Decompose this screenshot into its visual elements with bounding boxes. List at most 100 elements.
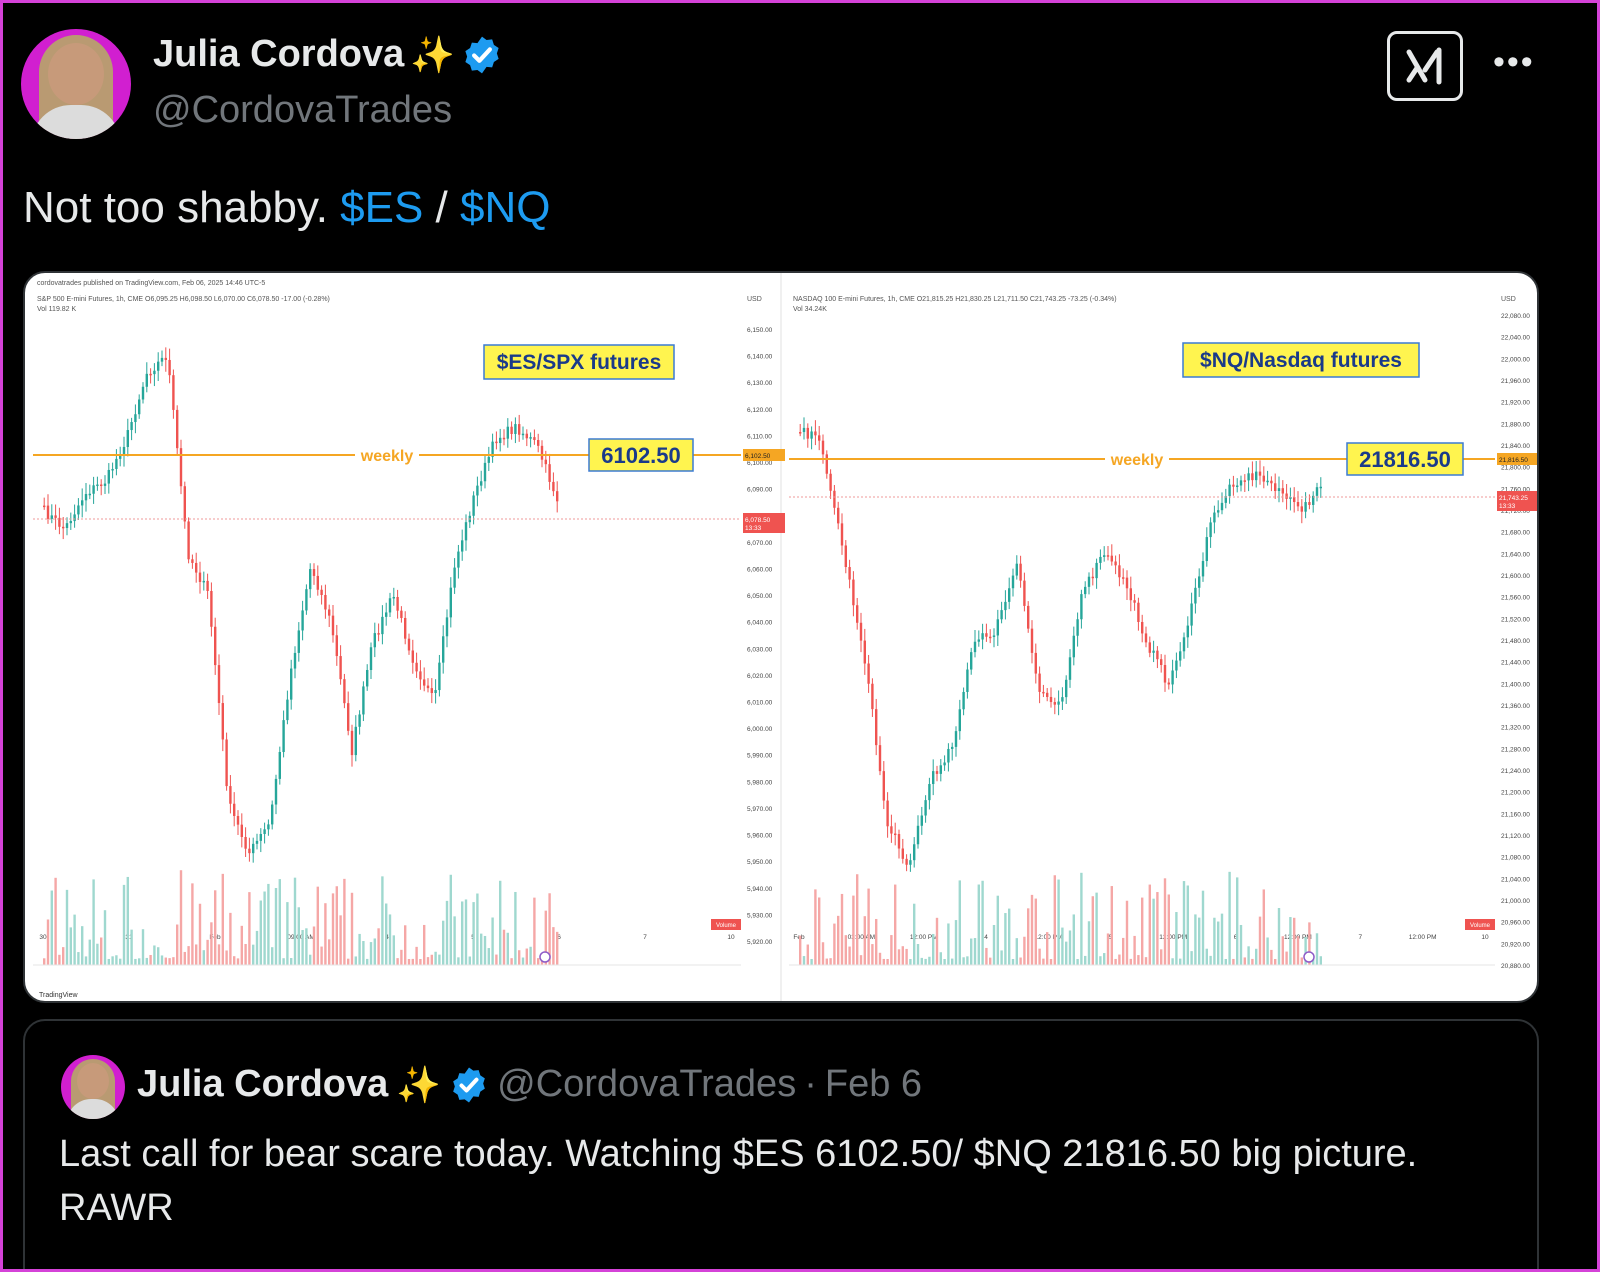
author-handle[interactable]: @CordovaTrades [153, 89, 453, 131]
nq-candle [932, 771, 935, 785]
nq-candle [1251, 473, 1254, 481]
es-volume-bar [373, 938, 376, 965]
avatar[interactable] [21, 29, 131, 139]
nq-volume-bar [1004, 913, 1007, 965]
nq-candle [1095, 562, 1098, 579]
author-name[interactable]: Julia Cordova ✨ [153, 33, 503, 76]
nq-volume-bar [1114, 958, 1117, 965]
es-event-marker-icon [539, 951, 551, 963]
nq-volume-bar [1289, 917, 1292, 965]
es-candle [96, 484, 99, 487]
sparkle-emoji: ✨ [410, 33, 456, 75]
nq-y-tick: 21,080.00 [1501, 855, 1530, 862]
es-candle [491, 441, 494, 457]
es-candle [164, 357, 167, 360]
nq-volume-bar [1084, 955, 1087, 965]
cashtag-nq[interactable]: $NQ [460, 183, 551, 232]
nq-volume-bar [1106, 933, 1110, 965]
nq-candle [973, 641, 977, 653]
nq-candle [1182, 637, 1186, 652]
nq-candle [1315, 487, 1319, 496]
nq-volume-tag-bg [1465, 919, 1495, 930]
es-volume-bar [495, 954, 498, 965]
es-y-tick: 6,030.00 [747, 646, 773, 653]
es-candle [168, 359, 171, 376]
nq-volume-bar [954, 920, 958, 965]
nq-volume-bar [1175, 912, 1178, 965]
es-candle [225, 739, 228, 787]
nq-symbol-line: NASDAQ 100 E-mini Futures, 1h, CME O21,8… [793, 296, 1117, 303]
es-candle [286, 699, 289, 721]
es-volume-bar [267, 883, 270, 965]
es-candle [525, 433, 528, 439]
nq-volume-bar [958, 880, 961, 965]
nq-candle [1046, 692, 1049, 697]
nq-volume-bar [924, 958, 927, 965]
es-candle [556, 491, 559, 502]
nq-candle [806, 427, 809, 439]
es-volume-bar [134, 958, 137, 965]
es-volume-bar [233, 956, 236, 965]
nq-candle [1072, 635, 1075, 658]
es-volume-bar [445, 900, 449, 965]
nq-candle [1106, 555, 1110, 557]
es-candle [92, 485, 95, 494]
es-volume-bar [457, 957, 460, 965]
nq-y-tick: 21,400.00 [1501, 681, 1530, 688]
es-y-tick: 5,930.00 [747, 912, 773, 919]
es-y-tick: 5,970.00 [747, 806, 773, 813]
es-title-box [483, 344, 675, 380]
nq-y-tick: 21,040.00 [1501, 876, 1530, 883]
es-volume-bar [195, 944, 198, 965]
tweet-text-prefix: Not too shabby. [23, 183, 341, 232]
es-candle [476, 485, 479, 496]
es-candle [202, 580, 205, 583]
es-y-tick: 6,070.00 [747, 540, 773, 547]
nq-volume-bar [1232, 958, 1235, 965]
cashtag-es[interactable]: $ES [340, 183, 424, 232]
nq-volume-bar [1179, 958, 1182, 965]
es-candle [100, 484, 103, 487]
nq-volume-bar [890, 935, 893, 965]
es-volume-bar [176, 924, 179, 965]
grok-button[interactable] [1387, 31, 1463, 101]
nq-volume-bar [1053, 875, 1056, 965]
chart-image[interactable]: cordovatrades published on TradingView.c… [23, 271, 1539, 1003]
es-candle [453, 567, 456, 588]
es-volume-bar [214, 890, 217, 965]
es-volume-bar [521, 957, 525, 965]
es-candle [377, 633, 380, 635]
nq-candle [1110, 555, 1113, 562]
es-candle [339, 656, 342, 680]
nq-volume-bar [1224, 958, 1227, 965]
nq-volume-bar [1182, 881, 1186, 965]
nq-candle [1125, 577, 1129, 589]
es-volume-bar [221, 873, 224, 965]
nq-volume-bar [886, 958, 889, 965]
es-candle [138, 399, 141, 415]
nq-volume-bar [833, 923, 836, 965]
es-candle [259, 833, 262, 841]
es-volume-bar [525, 948, 528, 965]
nq-volume-bar [814, 889, 817, 965]
nq-candle [1049, 696, 1053, 703]
es-candle [464, 522, 468, 541]
nq-last-tag: 21,743.25 [1499, 495, 1528, 502]
nq-candle [863, 640, 866, 664]
es-volume-bar [358, 933, 361, 965]
nq-candle [1266, 480, 1269, 483]
chart-image-svg: cordovatrades published on TradingView.c… [33, 273, 1537, 1001]
es-x-tick: 09:00 AM [287, 934, 314, 941]
nq-candle [814, 431, 817, 436]
es-candle [388, 598, 392, 613]
es-candle [141, 386, 145, 400]
more-options-icon[interactable]: ••• [1493, 43, 1535, 81]
es-y-tick: 6,150.00 [747, 327, 773, 334]
es-candle [521, 433, 525, 436]
quote-tweet[interactable]: Julia Cordova ✨ @CordovaTrades · Feb 6 L… [23, 1019, 1539, 1269]
es-candle [107, 469, 110, 484]
es-candle [529, 437, 532, 439]
es-volume-bar [388, 914, 392, 965]
es-volume-bar [122, 884, 126, 965]
es-candle [274, 778, 278, 805]
